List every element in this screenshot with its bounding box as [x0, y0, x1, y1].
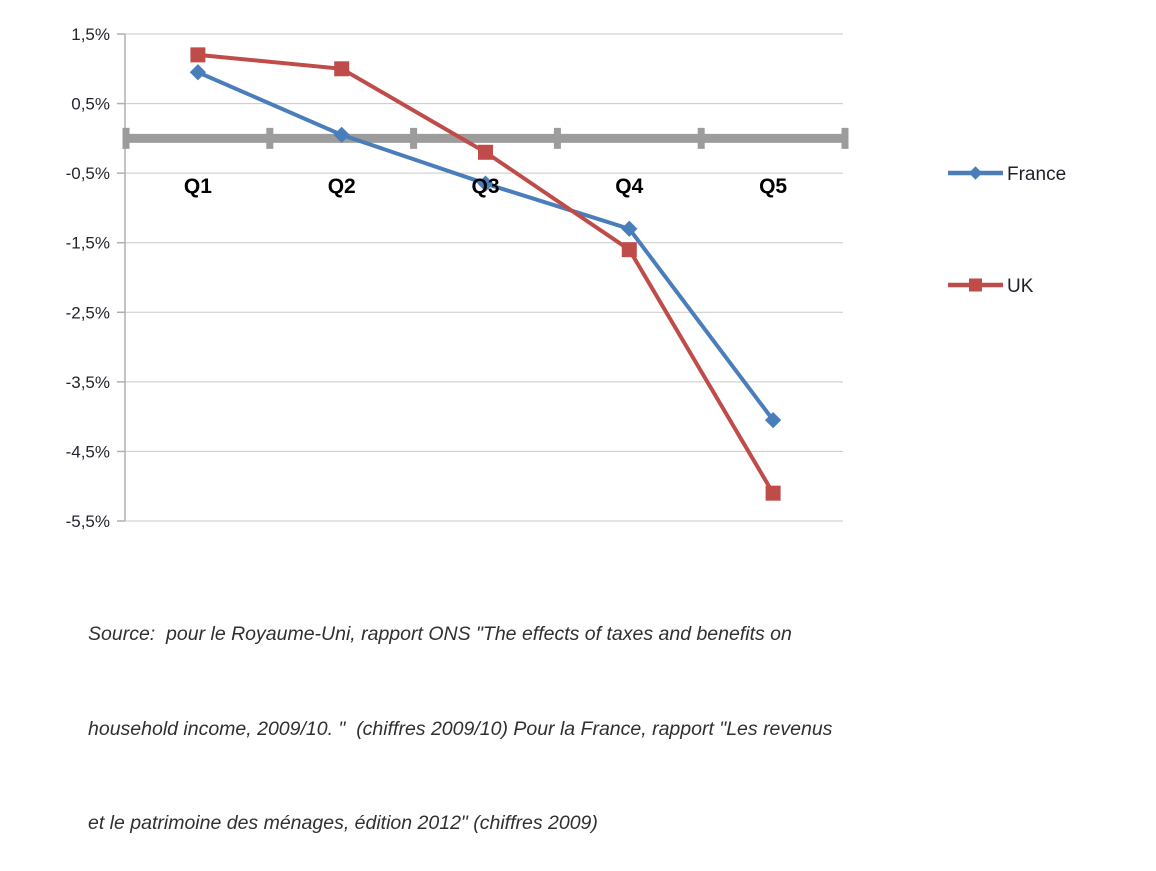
x-axis-label-q3: Q3: [471, 175, 499, 198]
legend-label-uk: UK: [1007, 276, 1034, 297]
uk-marker-q1: [190, 47, 206, 63]
uk-marker-q5: [765, 485, 781, 501]
legend-marker-france: [968, 166, 983, 180]
legend-marker-uk: [969, 278, 982, 292]
x-axis-label-q5: Q5: [759, 175, 787, 198]
zero-axis-tick: [697, 127, 705, 149]
y-axis-label: -0,5%: [66, 164, 110, 183]
uk-marker-q2: [334, 61, 350, 77]
uk-marker-q3: [478, 144, 493, 160]
y-axis-label: -1,5%: [66, 234, 110, 253]
y-axis-label: -2,5%: [66, 303, 110, 322]
x-axis-label-q1: Q1: [184, 175, 212, 198]
series-line-france: [197, 70, 775, 422]
zero-axis-line: [126, 133, 845, 143]
zero-axis-tick: [410, 127, 418, 149]
x-axis-label-q4: Q4: [615, 175, 643, 198]
y-axis-label: -5,5%: [66, 512, 110, 531]
france-marker-q1: [189, 64, 207, 81]
line-chart: 1,5% 0,5% -0,5% -1,5% -2,5% -3,5% -4,5% -5,5% Q1…: [66, 25, 1067, 531]
y-axis-label: -3,5%: [66, 373, 110, 392]
uk-marker-q4: [621, 242, 637, 258]
france-marker-q4: [621, 220, 638, 237]
france-marker-q3: [477, 175, 494, 192]
source-line: household income, 2009/10. " (chiffres 2…: [88, 717, 833, 740]
france-marker-q5: [764, 411, 782, 429]
legend-label-france: France: [1007, 164, 1066, 185]
y-axis-label: 0,5%: [71, 95, 110, 114]
y-axis-label: 1,5%: [71, 25, 110, 44]
zero-axis-tick: [266, 127, 274, 149]
source-note: Source: pour le Royaume-Uni, rapport ONS…: [88, 556, 832, 871]
zero-axis-tick: [841, 127, 849, 149]
france-marker-q2: [333, 126, 350, 144]
x-axis-label-q2: Q2: [328, 175, 356, 198]
series-line-uk: [197, 52, 775, 495]
zero-axis-tick: [553, 127, 561, 149]
zero-axis-tick: [122, 127, 130, 149]
y-axis-label: -4,5%: [66, 442, 110, 461]
source-line: et le patrimoine des ménages, édition 20…: [88, 812, 598, 834]
source-line: Source: pour le Royaume-Uni, rapport ONS…: [88, 623, 792, 645]
